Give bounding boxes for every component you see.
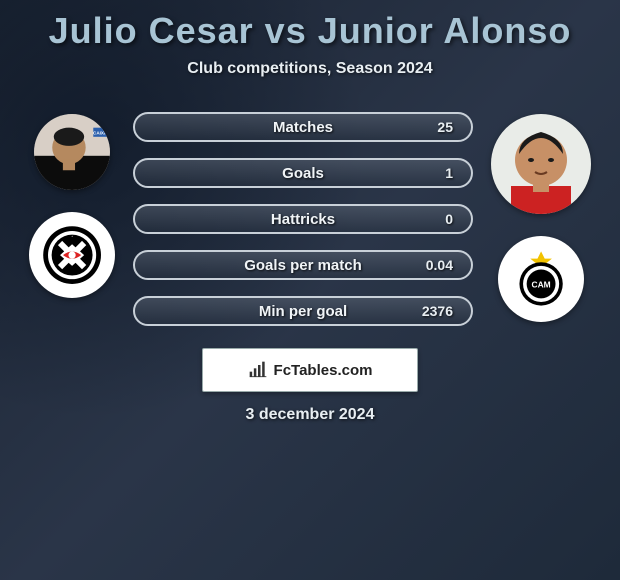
stat-right-value: 0 — [445, 211, 453, 227]
stat-label: Goals — [282, 165, 324, 182]
svg-text:CAM: CAM — [531, 279, 550, 289]
stat-label: Min per goal — [259, 303, 347, 320]
stat-row-mpg: Min per goal 2376 — [133, 296, 473, 326]
right-club-badge: CAM — [498, 236, 584, 322]
stat-right-value: 0.04 — [426, 257, 453, 273]
subtitle: Club competitions, Season 2024 — [0, 60, 620, 78]
stat-row-matches: Matches 25 — [133, 112, 473, 142]
right-player-column: CAM — [491, 108, 591, 322]
stat-label: Matches — [273, 119, 333, 136]
main-row: CAIXA + Matches 25 — [0, 108, 620, 326]
date-text: 3 december 2024 — [0, 406, 620, 424]
svg-text:CAIXA: CAIXA — [93, 131, 108, 136]
stat-right-value: 2376 — [422, 303, 453, 319]
left-player-column: CAIXA + — [29, 108, 115, 298]
comparison-card: Julio Cesar vs Junior Alonso Club compet… — [0, 0, 620, 434]
brand-text: FcTables.com — [274, 362, 373, 379]
page-title: Julio Cesar vs Junior Alonso — [0, 10, 620, 52]
stats-column: Matches 25 Goals 1 Hattricks 0 Goals per… — [133, 108, 473, 326]
left-club-badge: + — [29, 212, 115, 298]
stat-row-gpm: Goals per match 0.04 — [133, 250, 473, 280]
svg-text:+: + — [71, 234, 73, 238]
left-player-avatar: CAIXA — [34, 114, 110, 190]
right-player-avatar — [491, 114, 591, 214]
stat-label: Goals per match — [244, 257, 362, 274]
stat-label: Hattricks — [271, 211, 335, 228]
stat-row-hattricks: Hattricks 0 — [133, 204, 473, 234]
bar-chart-icon — [248, 360, 268, 380]
brand-watermark[interactable]: FcTables.com — [202, 348, 418, 392]
stat-right-value: 25 — [437, 119, 453, 135]
stat-row-goals: Goals 1 — [133, 158, 473, 188]
stat-right-value: 1 — [445, 165, 453, 181]
